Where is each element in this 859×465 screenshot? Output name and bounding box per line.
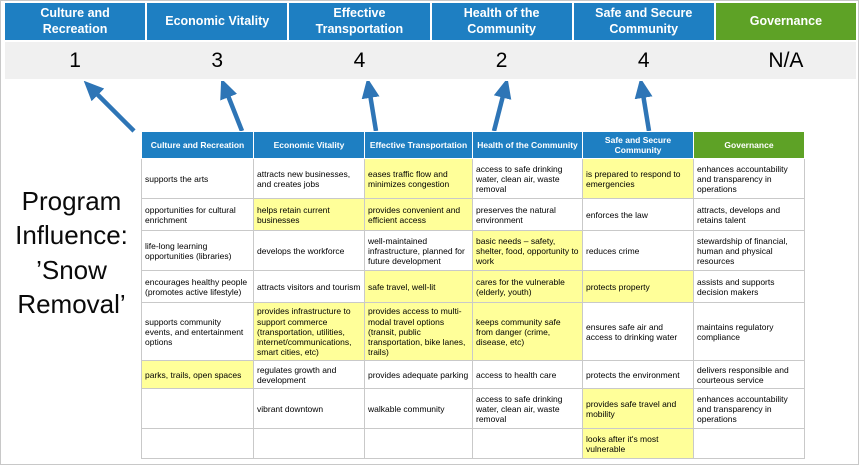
cell-r7-c3 <box>472 428 583 460</box>
influence-table: Culture and Recreation Economic Vitality E… <box>141 130 805 460</box>
cell-r1-c3: preserves the natural environment <box>472 198 583 232</box>
summary-headers: Culture and Recreation Economic Vitality E… <box>5 3 856 40</box>
cell-r0-c2: eases traffic flow and minimizes congest… <box>364 158 473 200</box>
cell-r4-c3: keeps community safe from danger (crime,… <box>472 302 583 362</box>
summary-header-3: Health of the Community <box>431 3 572 40</box>
cell-r1-c5: attracts, develops and retains talent <box>693 198 805 232</box>
col-header-3: Health of the Community <box>472 130 583 160</box>
cell-r0-c4: is prepared to respond to emergencies <box>582 158 694 200</box>
summary-scores: 1 3 4 2 4 N/A <box>5 42 856 79</box>
cell-r2-c3: basic needs – safety, shelter, food, opp… <box>472 230 583 272</box>
summary-score-5: N/A <box>768 48 804 72</box>
up-arrow-icon <box>361 81 380 132</box>
cell-r5-c4: protects the environment <box>582 360 694 390</box>
cell-r6-c3: access to safe drinking water, clean air… <box>472 388 583 430</box>
summary-score-3: 2 <box>495 48 508 72</box>
cell-r3-c4: protects property <box>582 270 694 304</box>
up-arrow-icon <box>491 81 512 132</box>
cell-r5-c3: access to health care <box>472 360 583 390</box>
cell-r1-c2: provides convenient and efficient access <box>364 198 473 232</box>
cell-r3-c5: assists and supports decision makers <box>693 270 805 304</box>
cell-r6-c5: enhances accountability and transparency… <box>693 388 805 430</box>
table-row-6: vibrant downtown walkable community access… <box>141 388 805 430</box>
col-header-1: Economic Vitality <box>253 130 365 160</box>
cell-r2-c1: develops the workforce <box>253 230 365 272</box>
cell-r1-c0: opportunities for cultural enrichment <box>141 198 254 232</box>
cell-r4-c5: maintains regulatory compliance <box>693 302 805 362</box>
cell-r5-c0: parks, trails, open spaces <box>141 360 254 390</box>
table-header-row: Culture and Recreation Economic Vitality E… <box>141 130 805 160</box>
page-title: Program Influence: ’Snow Removal’ <box>15 186 128 319</box>
summary-header-5: Governance <box>715 3 856 40</box>
cell-r0-c5: enhances accountability and transparency… <box>693 158 805 200</box>
cell-r6-c0 <box>141 388 254 430</box>
table-row-3: encourages healthy people (promotes acti… <box>141 270 805 304</box>
summary-score-1: 3 <box>211 48 224 72</box>
cell-r6-c4: provides safe travel and mobility <box>582 388 694 430</box>
cell-r5-c1: regulates growth and development <box>253 360 365 390</box>
col-header-0: Culture and Recreation <box>141 130 254 160</box>
col-header-4: Safe and Secure Community <box>582 130 694 160</box>
summary-score-2: 4 <box>353 48 366 72</box>
col-header-2: Effective Transportation <box>364 130 473 160</box>
cell-r0-c1: attracts new businesses, and creates job… <box>253 158 365 200</box>
cell-r7-c2 <box>364 428 473 460</box>
cell-r4-c4: ensures safe air and access to drinking … <box>582 302 694 362</box>
table-row-1: opportunities for cultural enrichment hel… <box>141 198 805 232</box>
cell-r4-c1: provides infrastructure to support comme… <box>253 302 365 362</box>
cell-r6-c2: walkable community <box>364 388 473 430</box>
influence-arrows <box>83 81 653 133</box>
cell-r3-c3: cares for the vulnerable (elderly, youth… <box>472 270 583 304</box>
table-row-4: supports community events, and entertain… <box>141 302 805 362</box>
cell-r2-c2: well-maintained infrastructure, planned … <box>364 230 473 272</box>
cell-r2-c5: stewardship of financial, human and phys… <box>693 230 805 272</box>
col-header-5: Governance <box>693 130 805 160</box>
up-arrow-icon <box>634 81 653 132</box>
up-arrow-icon <box>83 81 136 133</box>
summary-band: Culture and Recreation Economic Vitality E… <box>5 3 856 79</box>
cell-r3-c0: encourages healthy people (promotes acti… <box>141 270 254 304</box>
up-arrow-icon <box>220 81 245 132</box>
cell-r7-c0 <box>141 428 254 460</box>
cell-r2-c0: life-long learning opportunities (librar… <box>141 230 254 272</box>
table-row-5: parks, trails, open spaces regulates grow… <box>141 360 805 390</box>
summary-header-0: Culture and Recreation <box>5 3 146 40</box>
cell-r3-c2: safe travel, well-lit <box>364 270 473 304</box>
cell-r0-c0: supports the arts <box>141 158 254 200</box>
summary-header-2: Effective Transportation <box>289 3 430 40</box>
cell-r5-c2: provides adequate parking <box>364 360 473 390</box>
table-row-0: supports the arts attracts new businesses… <box>141 158 805 200</box>
table-row-2: life-long learning opportunities (librar… <box>141 230 805 272</box>
cell-r7-c1 <box>253 428 365 460</box>
cell-r6-c1: vibrant downtown <box>253 388 365 430</box>
summary-score-4: 4 <box>637 48 650 72</box>
cell-r4-c2: provides access to multi-modal travel op… <box>364 302 473 362</box>
cell-r7-c4: looks after it's most vulnerable <box>582 428 694 460</box>
cell-r0-c3: access to safe drinking water, clean air… <box>472 158 583 200</box>
cell-r3-c1: attracts visitors and tourism <box>253 270 365 304</box>
table-body: supports the arts attracts new businesses… <box>141 158 805 460</box>
cell-r2-c4: reduces crime <box>582 230 694 272</box>
cell-r1-c1: helps retain current businesses <box>253 198 365 232</box>
cell-r5-c5: delivers responsible and courteous servi… <box>693 360 805 390</box>
cell-r1-c4: enforces the law <box>582 198 694 232</box>
cell-r7-c5 <box>693 428 805 460</box>
table-row-7: looks after it's most vulnerable <box>141 428 805 460</box>
summary-header-4: Safe and Secure Community <box>573 3 714 40</box>
cell-r4-c0: supports community events, and entertain… <box>141 302 254 362</box>
summary-score-0: 1 <box>69 48 81 72</box>
summary-header-1: Economic Vitality <box>147 3 288 40</box>
